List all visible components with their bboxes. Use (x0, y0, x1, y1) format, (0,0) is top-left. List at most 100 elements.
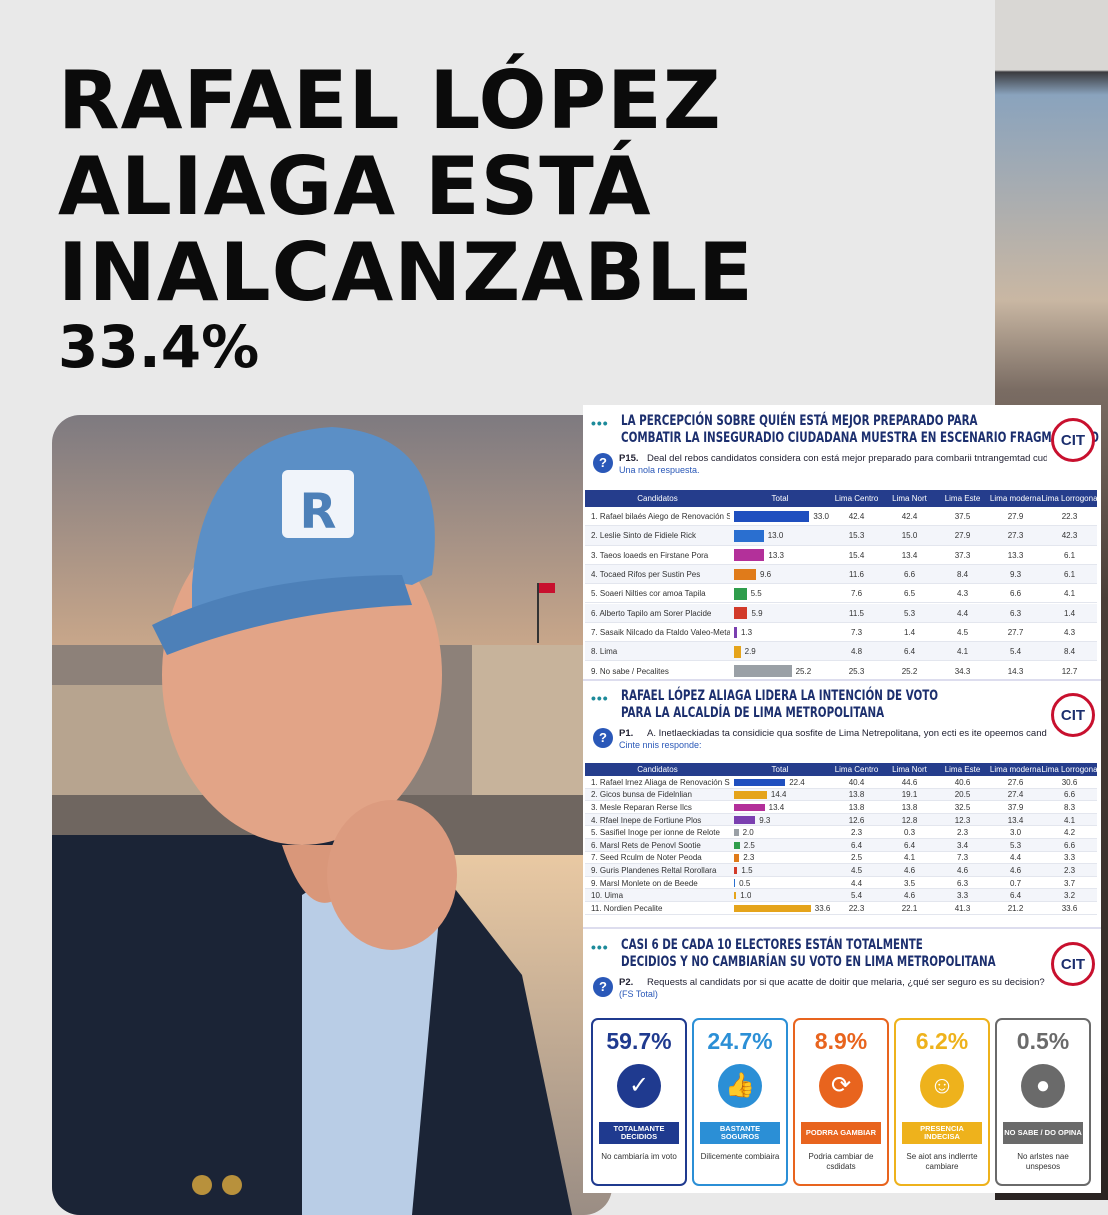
card-label: TOTALMANTE DECIDIOS (599, 1122, 679, 1144)
table-row: 2. Gicos bunsa de Fidelnlian 14.4 13.8 19.1… (585, 788, 1097, 802)
cell-value: 4.1 (1063, 589, 1076, 599)
headline-line: RAFAEL LÓPEZ (58, 54, 722, 147)
card-label: PODRRA GAMBIAR (801, 1122, 881, 1144)
table-header: Candidatos Total Lima Centro Lima Nort Lima … (585, 763, 1097, 776)
decision-card: 8.9% ⟳ PODRRA GAMBIAR Podria cambiar de csd… (793, 1018, 889, 1186)
question-code: P1. (619, 728, 634, 739)
cell-value: 4.6 (903, 865, 916, 875)
table-header: Candidatos Total Lima Centro Lima Nort Lima … (585, 490, 1097, 507)
question-icon: ? (593, 453, 613, 473)
cell-value: 13.0 (767, 531, 784, 541)
cell-value: 25.2 (795, 666, 812, 676)
card-value: 6.2% (915, 1028, 969, 1054)
cell-value: 33.0 (813, 512, 829, 522)
cell-value: 13.8 (848, 790, 865, 800)
cell-value: 1.5 (741, 865, 753, 875)
row-label: 11. Nordien Pecalite (591, 903, 663, 913)
cell-value: 37.9 (1007, 802, 1024, 812)
column-header: Total (771, 494, 789, 503)
cell-value: 6.1 (1063, 550, 1076, 560)
table-row: 8. Lima 2.9 4.8 6.4 4.1 5.4 8.4 (585, 642, 1097, 662)
row-label: 2. Leslie Sinto de Fidiele Rick (591, 531, 696, 541)
portrait: R (52, 415, 612, 1215)
cell-value: 27.9 (954, 531, 971, 541)
table-row: 6. Marsl Rets de Penovl Sootie 2.5 6.4 6.4 3… (585, 839, 1097, 852)
column-header: Lima Centro (834, 494, 879, 503)
table-row: 9. No sabe / Pecalites 25.2 25.3 25.2 34.3 14… (585, 661, 1097, 681)
cell-value: 22.3 (848, 903, 865, 913)
cell-value: 5.9 (751, 608, 763, 618)
column-header: Total (771, 765, 789, 774)
cell-value: 40.6 (954, 777, 971, 787)
table-row: 9. Guris Plandenes Reltal Rorollara 1.5 4.… (585, 864, 1097, 877)
bar (734, 645, 741, 658)
bar (734, 816, 756, 824)
cell-value: 1.0 (740, 891, 752, 901)
card-value: 24.7% (707, 1028, 773, 1054)
cell-value: 4.6 (1009, 865, 1022, 875)
cell-value: 9.6 (759, 570, 772, 580)
table-row: 1. Rafael bilaés Aiego de Renovación Sod… (585, 507, 1097, 527)
photo: R (52, 415, 612, 1215)
table-row: 7. Sasaik Nilcado da Ftaldo Valeo-Meta 1.… (585, 622, 1097, 643)
question-icon: ? (593, 728, 613, 748)
cell-value: 4.8 (850, 647, 863, 657)
bar (734, 607, 748, 619)
card-label: NO SABE / DO OPINA (1003, 1122, 1083, 1144)
bar (734, 791, 767, 799)
cell-value: 4.2 (1063, 828, 1076, 838)
cell-value: 2.9 (744, 647, 756, 657)
panel-title: COMBATIR LA INSEGURADIO CIUDADANA MUESTR… (621, 430, 1099, 446)
survey-panel: ••• LA PERCEPCIÓN SOBRE QUIÉN ESTÁ MEJOR … (583, 405, 1101, 1193)
cell-value: 8.4 (1063, 647, 1076, 657)
cell-value: 13.4 (901, 550, 918, 560)
question-text: A. Inetlaeckiadas ta considicie qua sosf… (647, 728, 1047, 739)
bar (734, 530, 764, 542)
headline-line: ALIAGA ESTÁ (58, 140, 652, 233)
row-label: 10. Uima (591, 891, 624, 901)
cell-value: 5.5 (750, 589, 762, 599)
cell-value: 9.3 (1009, 570, 1022, 580)
question-code: P15. (619, 453, 639, 464)
cell-value: 42.3 (1061, 531, 1078, 541)
column-header: Lima Lorrogona (1042, 765, 1097, 774)
cell-value: 15.3 (848, 531, 865, 541)
column-header: Lima Centro (834, 765, 879, 774)
decision-card: 6.2% ☺ PRESENCIA INDECISA Se aiot ans indle… (894, 1018, 990, 1186)
cell-value: 22.4 (789, 777, 805, 787)
headline-line: INALCANZABLE (58, 226, 754, 319)
cell-value: 14.4 (770, 790, 787, 800)
cell-value: 7.3 (956, 853, 969, 863)
panel-title: PARA LA ALCALDÍA DE LIMA METROPOLITANA (621, 705, 885, 721)
cell-value: 5.4 (1009, 647, 1022, 657)
question-text: Requests al candidats por si que acatte … (647, 977, 1045, 988)
cell-value: 4.6 (903, 891, 916, 901)
card-icon: 👍 (718, 1064, 762, 1108)
decision-card: 59.7% ✓ TOTALMANTE DECIDIOS No cambiaría im… (591, 1018, 687, 1186)
cell-value: 27.7 (1007, 627, 1024, 637)
column-header: Lima moderna (989, 765, 1042, 774)
cell-value: 5.3 (903, 608, 916, 618)
cell-value: 8.4 (956, 570, 969, 580)
cell-value: 4.4 (956, 608, 969, 618)
table-row: 5. Soaeri Nilties cor amoa Tapila 5.5 7.6 6… (585, 584, 1097, 604)
cell-value: 6.5 (903, 589, 916, 599)
row-label: 8. Lima (591, 647, 618, 657)
card-icon: ✓ (617, 1064, 661, 1108)
bar (734, 841, 740, 850)
cell-value: 0.7 (1009, 878, 1022, 888)
cell-value: 12.3 (954, 815, 971, 825)
cell-value: 4.5 (850, 865, 863, 875)
cell-value: 22.1 (901, 903, 918, 913)
panel-title: DECIDIOS Y NO CAMBIARÍAN SU VOTO EN LIMA… (621, 954, 996, 970)
cell-value: 15.0 (901, 531, 918, 541)
cell-value: 42.4 (848, 512, 865, 522)
cell-value: 3.7 (1063, 878, 1076, 888)
card-caption: Dilicemente combiaira (700, 1152, 780, 1161)
cell-value: 12.6 (848, 815, 865, 825)
card-label: BASTANTE SOGUROS (700, 1122, 780, 1144)
bar (734, 568, 756, 581)
card-value: 8.9% (814, 1028, 868, 1054)
cell-value: 13.8 (901, 802, 918, 812)
cell-value: 34.3 (954, 666, 971, 676)
